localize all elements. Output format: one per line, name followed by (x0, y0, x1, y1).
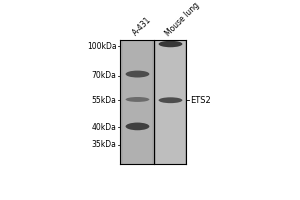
Text: ETS2: ETS2 (190, 96, 211, 105)
Bar (156, 40, 185, 164)
Text: 35kDa: 35kDa (92, 140, 117, 149)
Ellipse shape (159, 97, 182, 103)
Text: A-431: A-431 (131, 16, 153, 38)
Bar (120, 40, 186, 164)
Text: Mouse lung: Mouse lung (164, 0, 202, 38)
Ellipse shape (126, 97, 149, 102)
Ellipse shape (126, 71, 149, 78)
Text: 100kDa: 100kDa (87, 42, 117, 51)
Text: 55kDa: 55kDa (92, 96, 117, 105)
Text: 70kDa: 70kDa (92, 71, 117, 80)
Ellipse shape (159, 41, 182, 47)
Ellipse shape (126, 123, 149, 130)
Text: 40kDa: 40kDa (92, 123, 117, 132)
Bar (123, 40, 152, 164)
